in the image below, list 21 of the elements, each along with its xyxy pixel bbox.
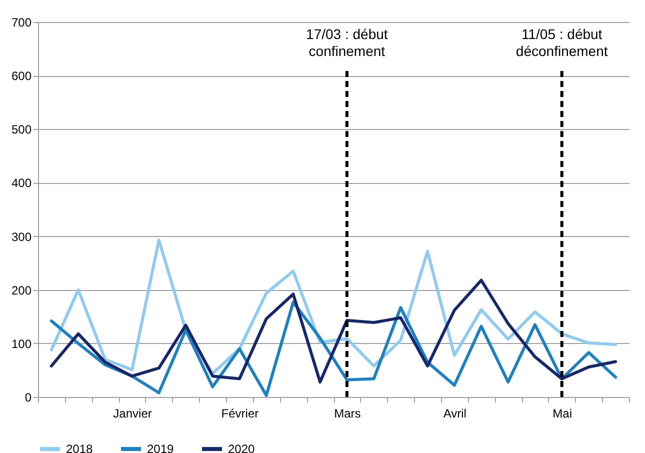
ref-line-label: 11/05 : début déconfinement <box>516 26 608 59</box>
y-tick-label: 400 <box>11 176 32 190</box>
y-tick-label: 200 <box>11 283 32 298</box>
x-tick-label: Avril <box>443 406 466 420</box>
ref-line-label: 17/03 : début confinement <box>306 26 388 59</box>
y-tick-label: 700 <box>11 16 32 30</box>
y-tick-label: 0 <box>24 390 32 404</box>
legend-label: 2019 <box>147 442 174 453</box>
legend-label: 2018 <box>66 442 94 453</box>
legend-label: 2020 <box>228 442 256 453</box>
x-tick-label: Mars <box>334 406 361 420</box>
x-tick-label: Février <box>221 406 259 420</box>
x-tick-label: Janvier <box>113 406 152 420</box>
x-tick-label: Mai <box>552 406 572 420</box>
line-series <box>50 300 618 397</box>
line-series <box>50 278 618 384</box>
y-tick-label: 300 <box>11 230 32 244</box>
y-tick-label: 600 <box>11 69 32 84</box>
y-tick-label: 100 <box>11 336 32 351</box>
line-series <box>50 238 618 375</box>
y-tick-label: 500 <box>11 122 32 137</box>
